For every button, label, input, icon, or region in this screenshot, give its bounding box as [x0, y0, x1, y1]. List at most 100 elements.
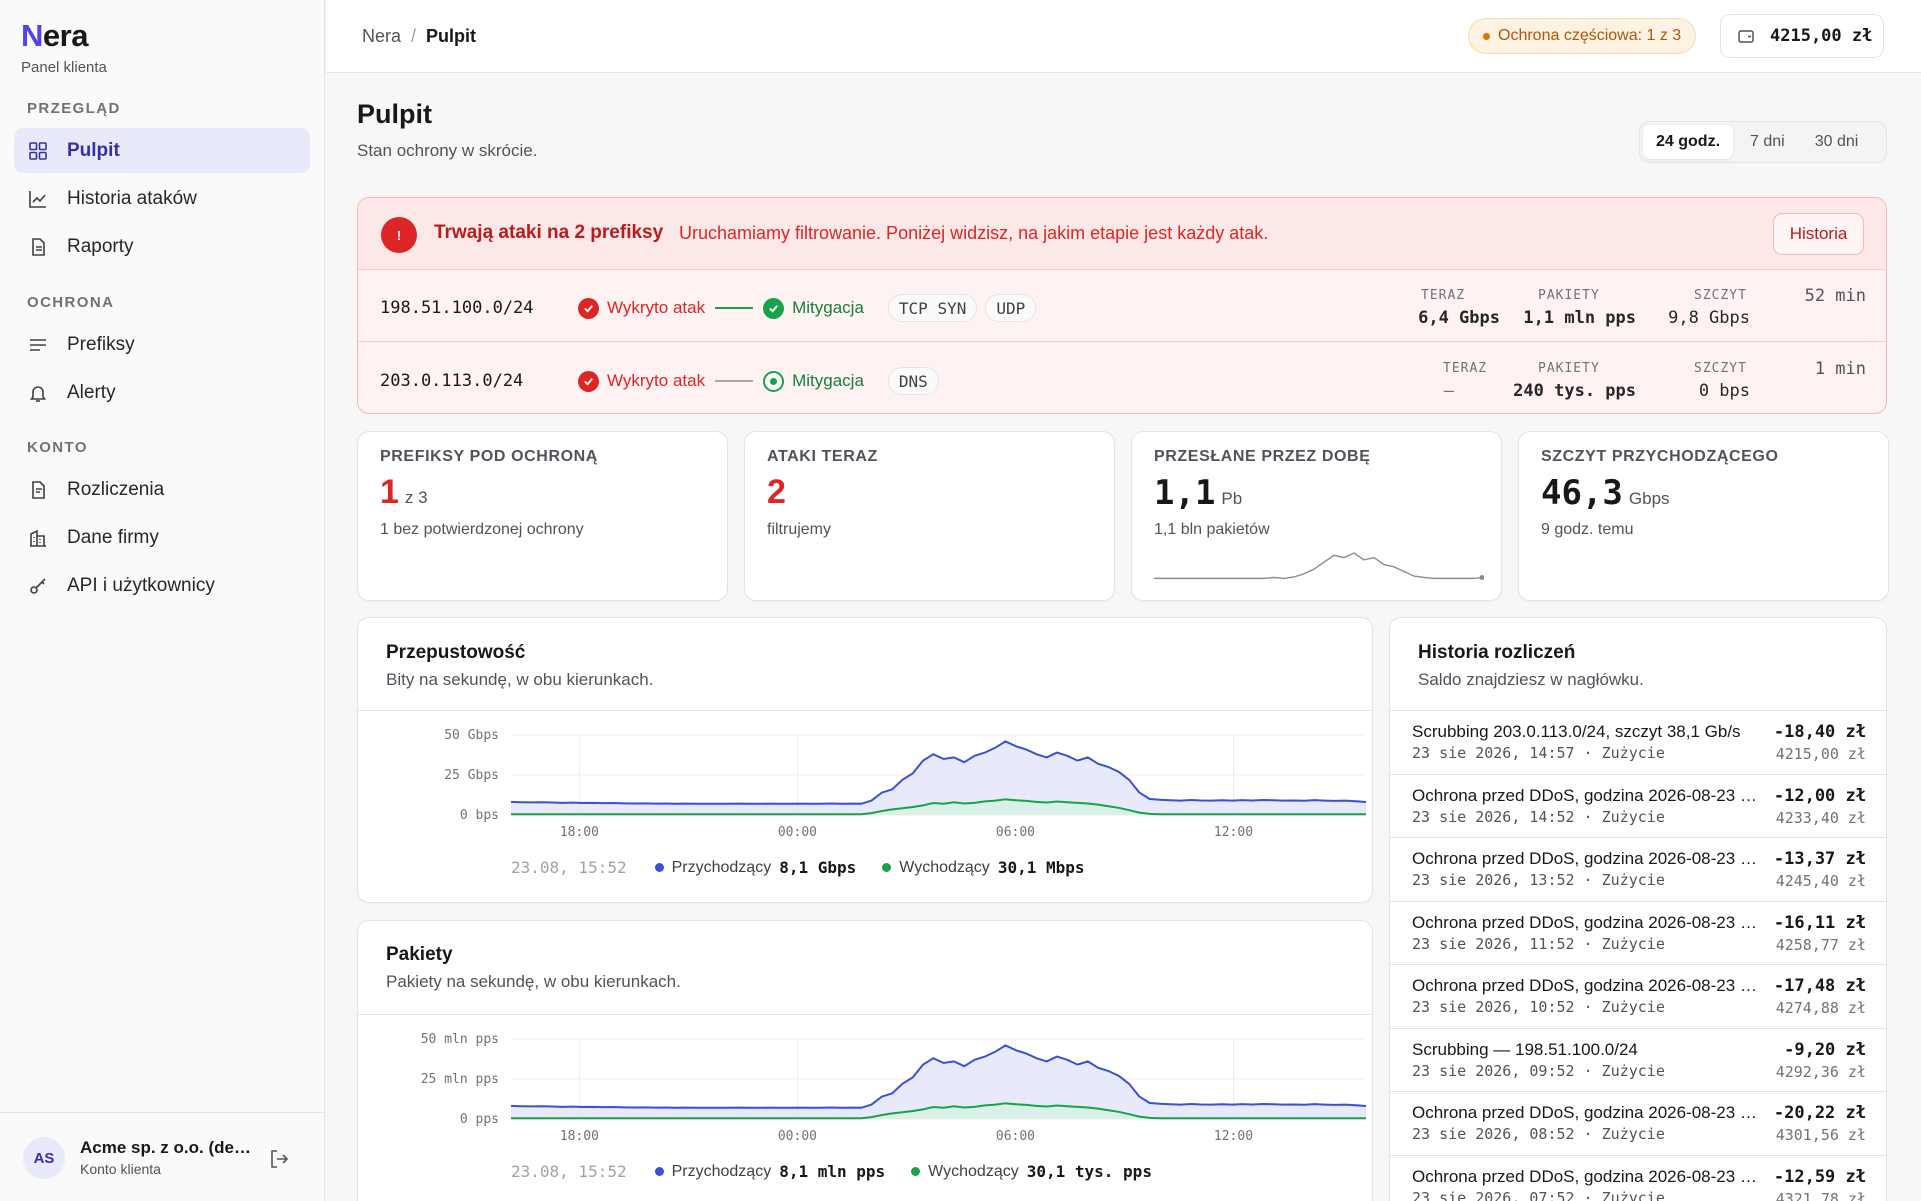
page-subtitle: Stan ochrony w skrócie.	[357, 141, 538, 160]
chart-subtitle: Pakiety na sekundę, w obu kierunkach.	[386, 972, 681, 991]
stat-label: ATAKI TERAZ	[767, 448, 878, 465]
billing-description: Ochrona przed DDoS, godzina 2026-08-23 0…	[1412, 1166, 1760, 1186]
range-24h[interactable]: 24 godz.	[1643, 125, 1734, 159]
logo[interactable]: Nera	[21, 18, 88, 53]
billing-item[interactable]: Ochrona przed DDoS, godzina 2026-08-23 1…	[1390, 837, 1886, 901]
billing-item[interactable]: Ochrona przed DDoS, godzina 2026-08-23 1…	[1390, 964, 1886, 1028]
billing-description: Ochrona przed DDoS, godzina 2026-08-23 1…	[1412, 849, 1760, 868]
attack-prefix: 203.0.113.0/24	[380, 371, 524, 391]
sidebar-item-prefixes[interactable]: Prefiksy	[14, 322, 310, 367]
section-label-account: KONTO	[27, 439, 88, 456]
check-circle-icon	[578, 370, 599, 392]
in-progress-icon	[763, 370, 785, 392]
packets-chart[interactable]: 50 mln pps 25 mln pps 0 pps 18:00 00:00 06:00…	[358, 1014, 1373, 1154]
billing-balance: 4245,40 zł	[1775, 872, 1866, 890]
sidebar-item-reports[interactable]: Raporty	[14, 224, 310, 269]
sidebar-item-company[interactable]: Dane firmy	[14, 515, 310, 560]
outgoing-legend-dot	[882, 863, 892, 872]
metric-label-packets: PAKIETY	[1538, 361, 1600, 376]
metric-label-now: TERAZ	[1421, 288, 1466, 303]
outgoing-value: 30,1 tys. pps	[1026, 1162, 1152, 1181]
outgoing-label: Wychodzący	[899, 858, 990, 876]
range-7d[interactable]: 7 dni	[1750, 133, 1785, 150]
y-tick-label: 0 pps	[460, 1112, 499, 1127]
x-tick-label: 12:00	[1214, 1129, 1253, 1144]
document-icon	[32, 237, 45, 256]
stat-card-transferred[interactable]: PRZESŁANE PRZEZ DOBĘ 1,1 Pb 1,1 bln pakie…	[1131, 431, 1502, 601]
protection-status-text: Ochrona częściowa: 1 z 3	[1498, 27, 1682, 44]
incoming-label: Przychodzący	[671, 858, 772, 876]
sidebar-item-alerts[interactable]: Alerty	[14, 370, 310, 415]
stat-value: 2	[767, 473, 786, 511]
stat-note: filtrujemy	[767, 521, 832, 538]
billing-amount: -13,37 zł	[1773, 849, 1866, 869]
x-tick-label: 18:00	[560, 825, 599, 840]
stat-card-active-attacks[interactable]: ATAKI TERAZ 2 filtrujemy	[744, 431, 1115, 601]
sidebar-item-label: API i użytkownicy	[67, 574, 215, 596]
attack-row[interactable]: 203.0.113.0/24 Wykryto atak Mitygacja DN…	[358, 343, 1886, 413]
incoming-legend-dot	[654, 863, 664, 872]
stage-mitigation-label: Mitygacja	[792, 371, 864, 390]
sidebar-item-label: Dane firmy	[67, 526, 159, 548]
logout-icon[interactable]	[268, 1148, 290, 1170]
attack-stage: Wykryto atak Mitygacja TCP SYN UDP	[578, 294, 1037, 322]
billing-title: Historia rozliczeń	[1418, 642, 1576, 663]
balance-button[interactable]: 4215,00 zł	[1720, 14, 1884, 58]
attack-vector-tag: TCP SYN	[887, 294, 978, 322]
wallet-icon	[1738, 30, 1754, 43]
throughput-chart[interactable]: 50 Gbps 25 Gbps 0 bps 18:00 00:00 06:00 12:00	[358, 710, 1374, 850]
billing-amount: -17,48 zł	[1773, 976, 1866, 996]
range-30d[interactable]: 30 dni	[1814, 133, 1859, 150]
outgoing-label: Wychodzący	[928, 1162, 1019, 1180]
status-dot-icon	[1483, 32, 1490, 40]
metric-label-now: TERAZ	[1443, 361, 1488, 376]
billing-amount: -18,40 zł	[1773, 722, 1866, 742]
billing-item[interactable]: Scrubbing 203.0.113.0/24, szczyt 38,1 Gb…	[1390, 710, 1886, 774]
billing-item[interactable]: Ochrona przed DDoS, godzina 2026-08-23 0…	[1390, 1154, 1886, 1201]
billing-meta: 23 sie 2026, 08:52 · Zużycie	[1412, 1125, 1665, 1143]
incoming-label: Przychodzący	[671, 1162, 772, 1180]
history-button[interactable]: Historia	[1773, 213, 1864, 255]
alert-message: Uruchamiamy filtrowanie. Poniżej widzisz…	[679, 223, 1269, 243]
billing-item[interactable]: Ochrona przed DDoS, godzina 2026-08-23 1…	[1390, 773, 1886, 838]
outgoing-area	[511, 1103, 1366, 1119]
breadcrumb-separator: /	[411, 26, 417, 46]
sidebar-item-api-users[interactable]: API i użytkownicy	[14, 563, 310, 608]
breadcrumb-current: Pulpit	[426, 26, 477, 46]
traffic-sparkline	[1154, 552, 1484, 580]
metric-peak: 9,8 Gbps	[1668, 308, 1750, 328]
check-circle-icon	[763, 297, 785, 319]
list-icon	[30, 338, 46, 351]
billing-amount: -16,11 zł	[1773, 912, 1866, 933]
sidebar-item-billing[interactable]: Rozliczenia	[14, 467, 310, 512]
billing-item[interactable]: Ochrona przed DDoS, godzina 2026-08-23 0…	[1390, 1091, 1886, 1155]
stat-note: 1 bez potwierdzonej ochrony	[380, 521, 584, 538]
stat-card-peak-incoming[interactable]: SZCZYT PRZYCHODZĄCEGO 46,3 Gbps 9 godz. t…	[1518, 431, 1889, 601]
avatar[interactable]: AS	[23, 1137, 65, 1179]
incoming-value: 8,1 Gbps	[779, 858, 857, 877]
metric-now: 6,4 Gbps	[1418, 308, 1500, 328]
sidebar: Nera Panel klienta PRZEGLĄD Pulpit Histo…	[0, 0, 325, 1201]
page-title: Pulpit	[357, 99, 432, 129]
outgoing-area	[511, 799, 1366, 815]
attack-duration: 1 min	[1814, 359, 1866, 379]
billing-description: Ochrona przed DDoS, godzina 2026-08-23 1…	[1412, 785, 1760, 805]
billing-meta: 23 sie 2026, 14:57 · Zużycie	[1412, 744, 1665, 762]
sidebar-item-attack-history[interactable]: Historia ataków	[14, 176, 310, 221]
billing-meta: 23 sie 2026, 07:52 · Zużycie	[1412, 1188, 1665, 1201]
breadcrumb: Nera / Pulpit	[362, 26, 476, 47]
protection-status-badge[interactable]: Ochrona częściowa: 1 z 3	[1468, 18, 1697, 54]
attack-row[interactable]: 198.51.100.0/24 Wykryto atak Mitygacja T…	[358, 270, 1886, 342]
billing-item[interactable]: Ochrona przed DDoS, godzina 2026-08-23 1…	[1390, 900, 1886, 965]
billing-item[interactable]: Scrubbing — 198.51.100.0/24 23 sie 2026, …	[1390, 1027, 1886, 1092]
breadcrumb-root[interactable]: Nera	[362, 26, 402, 46]
billing-amount: -20,22 zł	[1773, 1103, 1866, 1123]
stage-connector	[715, 380, 754, 382]
attack-vector-tag: UDP	[985, 294, 1037, 322]
outgoing-legend-dot	[911, 1167, 921, 1176]
billing-balance: 4321,78 zł	[1775, 1189, 1866, 1201]
attack-vector-tag: DNS	[887, 367, 939, 395]
sidebar-item-dashboard[interactable]: Pulpit	[14, 128, 310, 173]
y-tick-label: 50 mln pps	[421, 1032, 499, 1047]
